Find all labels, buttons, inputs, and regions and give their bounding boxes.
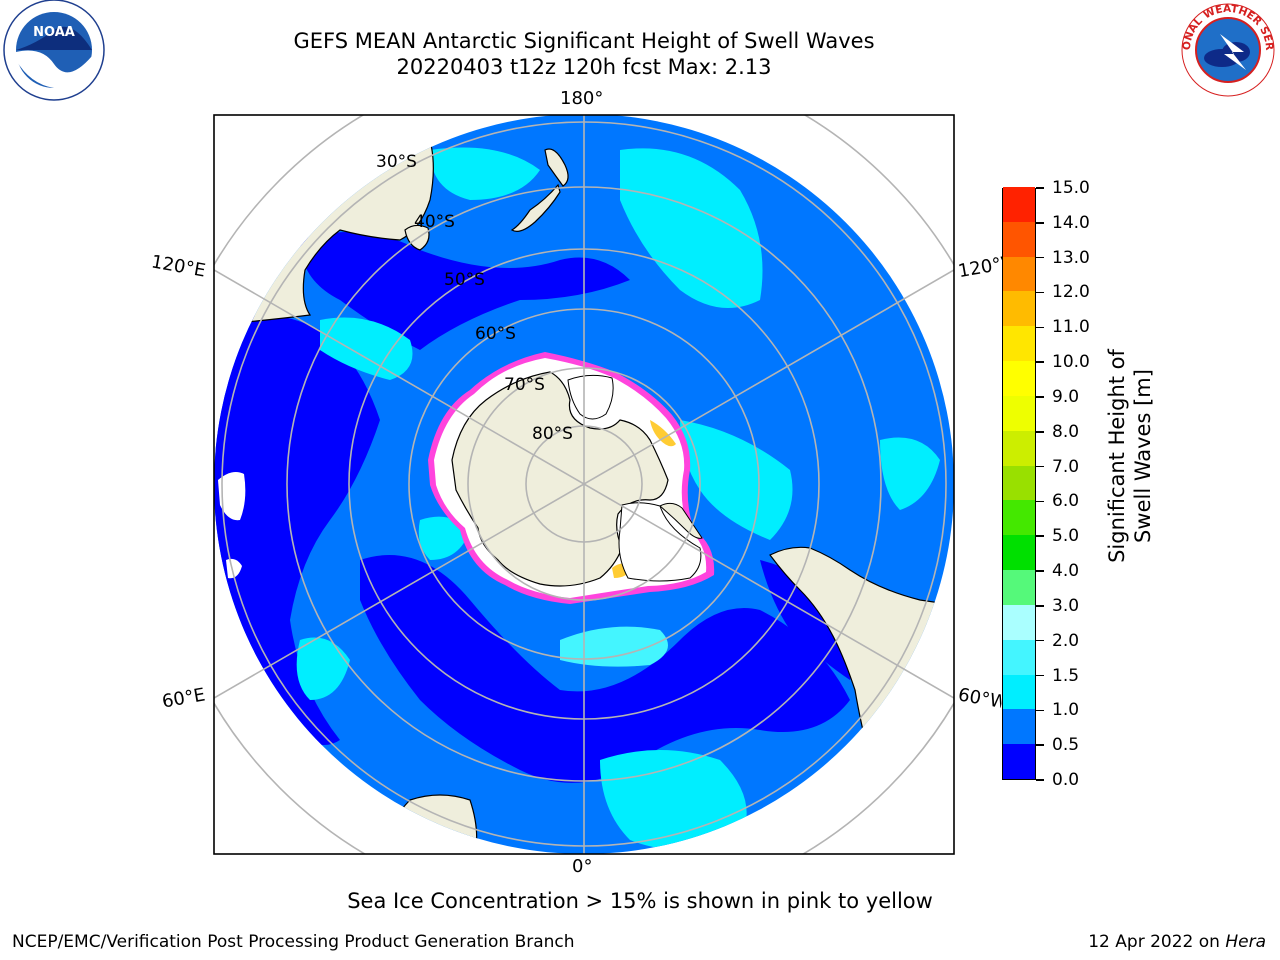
colorbar-tick bbox=[1036, 570, 1044, 572]
swell-zone-9 bbox=[296, 637, 350, 700]
footer-host: Hera bbox=[1225, 932, 1266, 952]
colorbar-segment bbox=[1003, 569, 1035, 605]
swell-zone-2 bbox=[430, 147, 540, 200]
colorbar-tick bbox=[1036, 639, 1044, 642]
chart-title: GEFS MEAN Antarctic Significant Height o… bbox=[293, 29, 875, 53]
nodata-patch-west2 bbox=[226, 558, 242, 579]
colorbar-segment bbox=[1003, 395, 1035, 431]
colorbar-segment bbox=[1003, 360, 1035, 396]
map-frame bbox=[213, 114, 955, 855]
colorbar-tick bbox=[1036, 396, 1044, 398]
colorbar-tick bbox=[1036, 326, 1044, 329]
lat-label-50s: 50°S bbox=[444, 270, 485, 290]
colorbar-tick bbox=[1036, 674, 1044, 677]
colorbar-segment bbox=[1003, 639, 1035, 675]
nws-logo: NATIONAL WEATHER SERVICE bbox=[1176, 0, 1278, 100]
colorbar-tick-label: 2.0 bbox=[1052, 630, 1080, 651]
colorbar-tick bbox=[1036, 779, 1044, 781]
graticule bbox=[214, 115, 954, 854]
colorbar-tick bbox=[1036, 361, 1044, 363]
colorbar-segment bbox=[1003, 465, 1035, 501]
colorbar-tick-label: 0.5 bbox=[1052, 735, 1080, 756]
lat-label-60s: 60°S bbox=[475, 324, 516, 344]
colorbar-tick bbox=[1036, 744, 1044, 746]
colorbar-segment bbox=[1003, 325, 1035, 362]
colorbar-tick bbox=[1036, 605, 1044, 607]
meridian-60e-120w bbox=[214, 269, 954, 699]
colorbar-tick-label: 4.0 bbox=[1052, 561, 1080, 582]
colorbar-tick-label: 12.0 bbox=[1052, 282, 1090, 303]
colorbar-tick bbox=[1036, 431, 1044, 433]
colorbar-title: Significant Height of Swell Waves [m] bbox=[1105, 349, 1155, 563]
swell-zone-4 bbox=[600, 750, 747, 850]
lat-label-80s: 80°S bbox=[532, 424, 573, 444]
map-content bbox=[214, 115, 954, 854]
swell-zone-7 bbox=[880, 437, 940, 510]
noaa-logo: NOAA bbox=[3, 0, 105, 101]
colorbar bbox=[1002, 186, 1036, 780]
colorbar-segment bbox=[1003, 534, 1035, 571]
chart-subtitle: 20220403 t12z 120h fcst Max: 2.13 bbox=[396, 55, 772, 79]
footer-credit: NCEP/EMC/Verification Post Processing Pr… bbox=[12, 932, 575, 952]
swell-zone-3 bbox=[680, 420, 793, 540]
colorbar-tick-label: 1.5 bbox=[1052, 665, 1080, 686]
low-swell-zone-north bbox=[300, 232, 630, 350]
colorbar-tick bbox=[1036, 222, 1044, 224]
swell-zone-5 bbox=[320, 317, 413, 380]
lat-label-40s: 40°S bbox=[414, 212, 455, 232]
colorbar-tick bbox=[1036, 465, 1044, 468]
lon-label-0: 0° bbox=[572, 856, 593, 877]
colorbar-segment bbox=[1003, 256, 1035, 292]
colorbar-tick-label: 9.0 bbox=[1052, 386, 1080, 407]
colorbar-segment bbox=[1003, 499, 1035, 536]
ross-ice-shelf bbox=[567, 374, 614, 420]
colorbar-tick-label: 3.0 bbox=[1052, 595, 1080, 616]
land-antarctica bbox=[451, 371, 669, 587]
colorbar-tick bbox=[1036, 709, 1044, 712]
footer-date: 12 Apr 2022 on Hera bbox=[1088, 932, 1266, 952]
colorbar-segment bbox=[1003, 604, 1035, 640]
colorbar-tick bbox=[1036, 256, 1044, 259]
colorbar-tick-label: 15.0 bbox=[1052, 178, 1090, 198]
colorbar-segment bbox=[1003, 708, 1035, 745]
swell-zone-1 bbox=[620, 148, 763, 308]
colorbar-segment bbox=[1003, 221, 1035, 257]
colorbar-segment bbox=[1003, 186, 1035, 222]
colorbar-tick-label: 10.0 bbox=[1052, 352, 1090, 373]
colorbar-tick-label: 1.0 bbox=[1052, 700, 1080, 721]
colorbar-tick bbox=[1036, 500, 1044, 503]
colorbar-tick-label: 5.0 bbox=[1052, 526, 1080, 547]
nodata-patch-west bbox=[218, 472, 246, 521]
colorbar-tick bbox=[1036, 291, 1044, 294]
land-new-zealand-south bbox=[510, 183, 561, 232]
lat-label-30s: 30°S bbox=[376, 152, 417, 172]
colorbar-segment bbox=[1003, 290, 1035, 327]
lat-label-70s: 70°S bbox=[504, 375, 545, 395]
colorbar-tick-label: 11.0 bbox=[1052, 317, 1090, 338]
colorbar-tick bbox=[1036, 535, 1044, 537]
colorbar-segment bbox=[1003, 430, 1035, 466]
swell-zone-8 bbox=[418, 516, 470, 560]
colorbar-segment bbox=[1003, 674, 1035, 710]
low-swell-zone-south bbox=[360, 555, 850, 783]
land-new-zealand-north bbox=[544, 148, 569, 187]
colorbar-tick bbox=[1036, 187, 1044, 189]
colorbar-tick-label: 6.0 bbox=[1052, 491, 1080, 512]
lon-label-180: 180° bbox=[560, 88, 604, 109]
svg-text:NOAA: NOAA bbox=[33, 25, 75, 40]
weddell-ice-shelf bbox=[618, 502, 702, 582]
colorbar-tick-label: 0.0 bbox=[1052, 770, 1080, 790]
sea-ice-edge-yellow-1 bbox=[650, 420, 676, 447]
swell-zone-6 bbox=[560, 626, 668, 667]
colorbar-tick-label: 7.0 bbox=[1052, 456, 1080, 477]
colorbar-tick-label: 8.0 bbox=[1052, 421, 1080, 442]
colorbar-tick-label: 14.0 bbox=[1052, 212, 1090, 233]
colorbar-tick-label: 13.0 bbox=[1052, 247, 1090, 268]
colorbar-segment bbox=[1003, 743, 1035, 779]
sea-ice-note: Sea Ice Concentration > 15% is shown in … bbox=[347, 889, 933, 913]
